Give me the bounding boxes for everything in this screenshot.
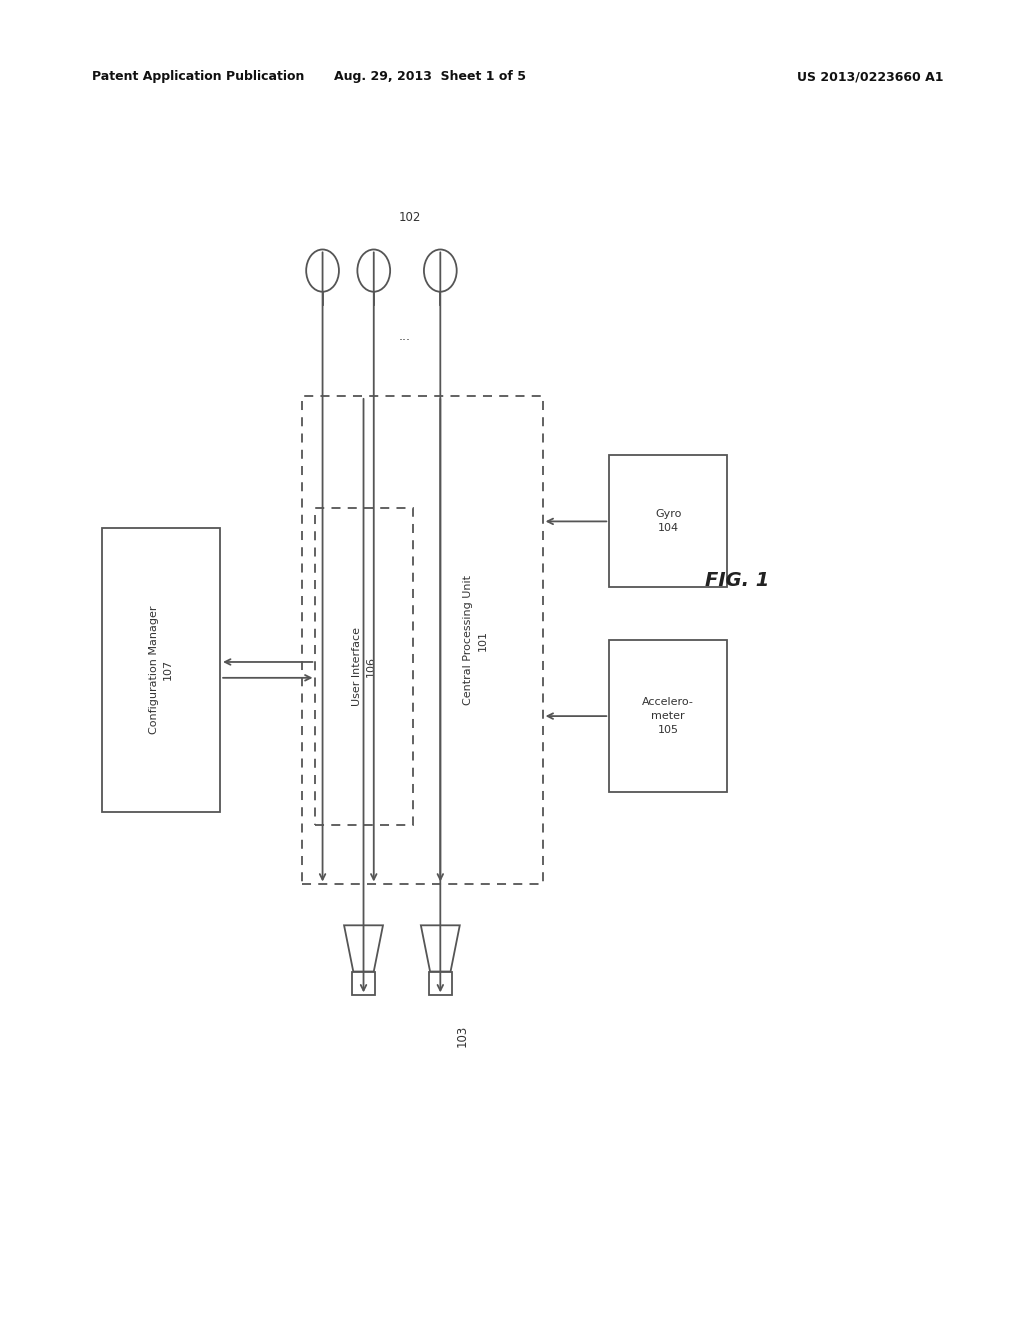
Bar [352,972,375,995]
Text: Aug. 29, 2013  Sheet 1 of 5: Aug. 29, 2013 Sheet 1 of 5 [334,70,526,83]
Text: Gyro
104: Gyro 104 [655,510,681,533]
Bar [102,528,220,812]
Text: User Interface
106: User Interface 106 [352,627,376,706]
Polygon shape [344,925,383,972]
Bar [302,396,543,884]
Text: Configuration Manager
107: Configuration Manager 107 [150,606,173,734]
Bar [429,972,452,995]
Text: 102: 102 [398,211,421,224]
Text: Accelero-
meter
105: Accelero- meter 105 [642,697,694,735]
Text: 103: 103 [456,1026,469,1047]
Polygon shape [421,925,460,972]
Text: US 2013/0223660 A1: US 2013/0223660 A1 [797,70,944,83]
Bar [315,508,413,825]
Text: ...: ... [398,330,411,343]
Bar [609,455,727,587]
Text: Central Processing Unit
101: Central Processing Unit 101 [463,576,487,705]
Bar [609,640,727,792]
Text: FIG. 1: FIG. 1 [706,572,769,590]
Text: Patent Application Publication: Patent Application Publication [92,70,304,83]
